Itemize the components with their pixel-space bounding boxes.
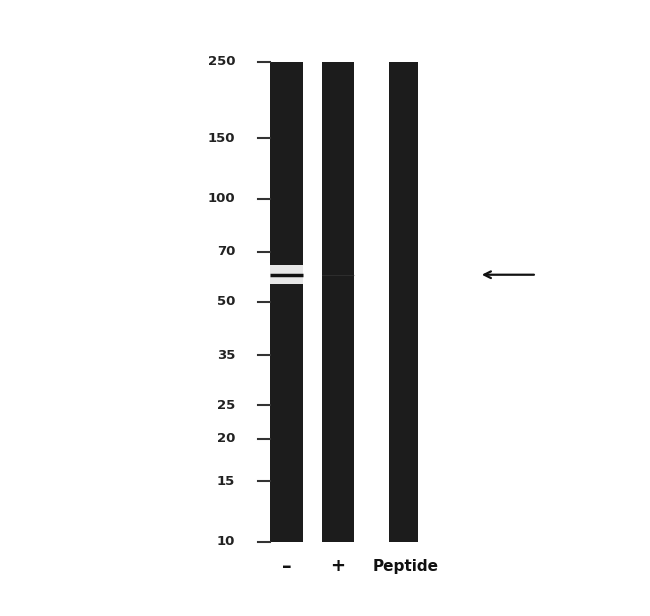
Text: Peptide: Peptide xyxy=(372,559,438,573)
Bar xyxy=(389,62,418,542)
Text: +: + xyxy=(330,557,345,575)
Bar xyxy=(270,62,302,265)
Text: 150: 150 xyxy=(207,132,235,145)
Text: 15: 15 xyxy=(217,475,235,488)
Text: 250: 250 xyxy=(207,55,235,68)
Text: 100: 100 xyxy=(207,192,235,205)
Text: 20: 20 xyxy=(217,432,235,445)
Text: 50: 50 xyxy=(217,296,235,309)
Text: 70: 70 xyxy=(217,245,235,258)
Bar xyxy=(270,285,302,542)
Text: 10: 10 xyxy=(217,535,235,548)
Text: –: – xyxy=(281,557,291,576)
Text: 35: 35 xyxy=(217,349,235,362)
Bar xyxy=(270,265,302,285)
Bar xyxy=(322,62,354,542)
Text: 25: 25 xyxy=(217,399,235,412)
